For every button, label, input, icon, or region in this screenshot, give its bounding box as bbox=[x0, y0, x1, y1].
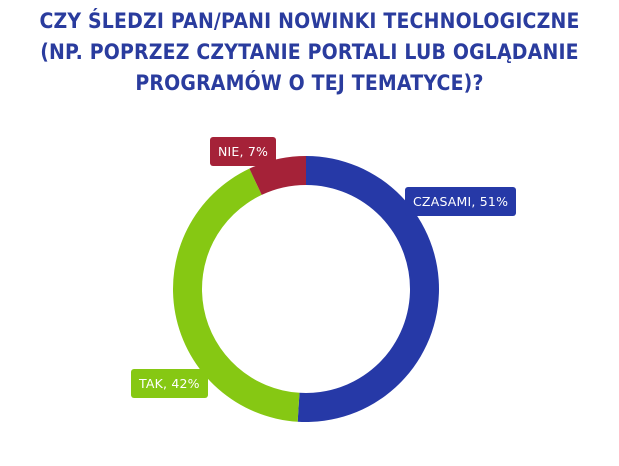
chart-title-line-2: (NP. POPRZEZ CZYTANIE PORTALI LUB OGLĄDA… bbox=[40, 40, 579, 64]
chart-title: CZY ŚLEDZI PAN/PANI NOWINKI TECHNOLOGICZ… bbox=[31, 6, 588, 99]
donut-slices bbox=[173, 155, 440, 422]
slice-label-nie: NIE, 7% bbox=[210, 137, 277, 166]
slice-label-czasami: CZASAMI, 51% bbox=[405, 187, 517, 216]
chart-title-line-1: CZY ŚLEDZI PAN/PANI NOWINKI TECHNOLOGICZ… bbox=[39, 9, 580, 33]
slice-czasami bbox=[297, 155, 440, 422]
slice-tak bbox=[173, 168, 300, 422]
slice-label-tak: TAK, 42% bbox=[131, 369, 208, 398]
chart-title-line-3: PROGRAMÓW O TEJ TEMATYCE)? bbox=[135, 71, 484, 95]
